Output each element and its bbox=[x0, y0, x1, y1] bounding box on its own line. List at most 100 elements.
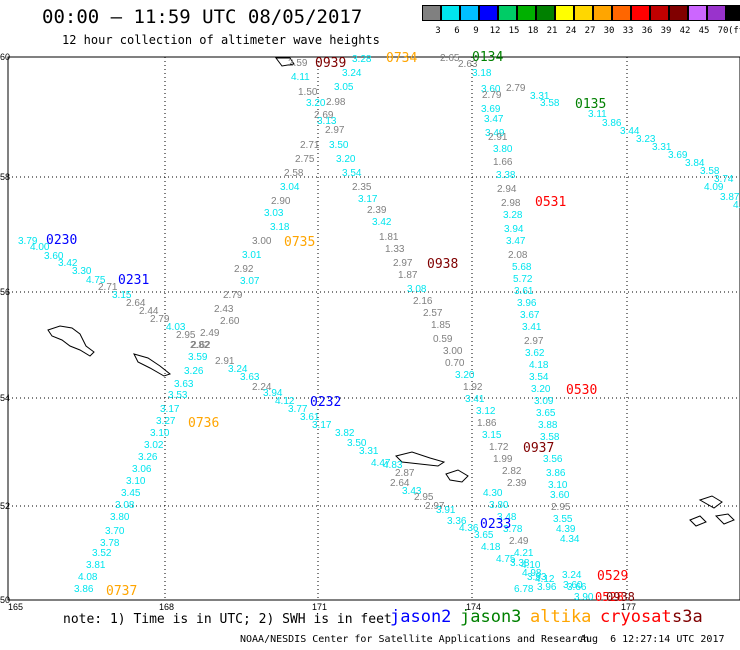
track-value-label: 4.30 bbox=[483, 488, 503, 499]
track-value-label: 3.41 bbox=[522, 322, 542, 333]
track-value-label: 2.87 bbox=[395, 468, 415, 479]
track-value-label: 5.72 bbox=[513, 274, 533, 285]
track-value-label: 3.03 bbox=[264, 208, 284, 219]
track-value-label: 3.08 bbox=[407, 284, 427, 295]
track-value-label: 3.47 bbox=[484, 114, 504, 125]
track-value-label: 2.92 bbox=[234, 264, 254, 275]
colorbar-label: 33 bbox=[622, 26, 634, 36]
track-value-label: 3.04 bbox=[280, 182, 300, 193]
track-value-label: 2.39 bbox=[367, 205, 387, 216]
landmasses bbox=[47, 57, 735, 527]
track-value-label: 4.21 bbox=[514, 548, 534, 559]
track-value-label: 3.63 bbox=[174, 379, 194, 390]
colorbar-label: 27 bbox=[584, 26, 596, 36]
track-value-label: 2.58 bbox=[284, 168, 304, 179]
track-value-label: 3.79 bbox=[18, 236, 38, 247]
track-value-label: 0.70 bbox=[445, 358, 465, 369]
colorbar-swatch bbox=[460, 5, 479, 21]
track-value-label: 2.91 bbox=[488, 132, 508, 143]
track-value-label: 3.87 bbox=[720, 192, 740, 203]
track-time-label: 0735 bbox=[284, 235, 315, 250]
track-value-label: 2.97 bbox=[425, 501, 445, 512]
lat-lon-grid bbox=[7, 56, 740, 601]
track-value-label: 3.63 bbox=[240, 372, 260, 383]
track-value-label: 2.49 bbox=[509, 536, 529, 547]
track-value-label: 3.62 bbox=[525, 348, 545, 359]
track-time-labels: 0939 0734 0134 0135 0531 0530 0938 0937 0230 0231… bbox=[46, 50, 635, 604]
lon-tick-label: 177 bbox=[621, 602, 636, 612]
track-value-label: 3.28 bbox=[352, 54, 372, 65]
track-value-label: 3.15 bbox=[482, 430, 502, 441]
track-value-label: 3.61 bbox=[300, 412, 320, 423]
lon-tick-label: 174 bbox=[466, 602, 481, 612]
track-value-label: 3.10 bbox=[150, 428, 170, 439]
track-value-label: 2.94 bbox=[497, 184, 517, 195]
track-value-label: 3.38 bbox=[496, 170, 516, 181]
track-value-label: 3.91 bbox=[436, 505, 456, 516]
track-value-label: 2.97 bbox=[325, 125, 345, 136]
map-title: 00:00 – 11:59 UTC 08/05/2017 bbox=[42, 6, 363, 28]
colorbar-label: 24 bbox=[565, 26, 577, 36]
colorbar-swatch bbox=[479, 5, 498, 21]
track-value-label: 3.17 bbox=[358, 194, 378, 205]
track-value-label: 2.82 bbox=[502, 466, 522, 477]
footer-note: note: 1) Time is in UTC; 2) SWH is in fe… bbox=[63, 612, 392, 627]
track-value-label: 2.39 bbox=[507, 478, 527, 489]
track-value-label: 2.57 bbox=[423, 308, 443, 319]
track-value-label: 3.30 bbox=[72, 266, 92, 277]
track-value-label: 2.82 bbox=[190, 340, 210, 351]
track-value-label: 3.05 bbox=[334, 82, 354, 93]
track-value-label: 1.66 bbox=[493, 157, 513, 168]
track-value-label: 2.95 bbox=[551, 502, 571, 513]
colorbar-swatch bbox=[441, 5, 460, 21]
track-value-label: 3.36 bbox=[447, 516, 467, 527]
colorbar-label: 12 bbox=[489, 26, 501, 36]
track-value-label: 3.58 bbox=[540, 432, 560, 443]
track-value-label: 3.18 bbox=[270, 222, 290, 233]
track-value-label: 3.80 bbox=[493, 144, 513, 155]
satellite-legend-item: jason3 bbox=[460, 607, 522, 627]
track-value-label: 4.18 bbox=[481, 542, 501, 553]
track-time-label: 0230 bbox=[46, 233, 77, 248]
track-value-label: 3.31 bbox=[652, 142, 672, 153]
colorbar-label: 45 bbox=[698, 26, 710, 36]
track-value-label: 3.86 bbox=[74, 584, 94, 595]
colorbar-swatch bbox=[726, 5, 740, 21]
colorbar-swatch bbox=[422, 5, 441, 21]
track-value-label: 4.09 bbox=[704, 182, 724, 193]
track-value-label: 4.08 bbox=[78, 572, 98, 583]
track-value-label: 3.86 bbox=[602, 118, 622, 129]
axis-labels: 165 168 171 174 177 60 58 56 54 52 50 bbox=[0, 52, 636, 612]
track-value-label: 3.20 bbox=[306, 98, 326, 109]
track-time-label: 0938 bbox=[427, 257, 458, 272]
track-value-label: 3.78 bbox=[503, 524, 523, 535]
track-value-label: 4.39 bbox=[556, 524, 576, 535]
track-value-label: 3.17 bbox=[312, 420, 332, 431]
colorbar-swatch bbox=[555, 5, 574, 21]
track-value-label: 3.67 bbox=[520, 310, 540, 321]
track-value-label: 2.97 bbox=[524, 336, 544, 347]
track-value-label: 4.00 bbox=[30, 242, 50, 253]
track-value-label: 1.72 bbox=[489, 442, 509, 453]
track-value-label: 2.95 bbox=[414, 492, 434, 503]
track-value-label: 4.36 bbox=[459, 523, 479, 534]
track-value-label: 2.79 bbox=[150, 314, 170, 325]
track-value-label: 2.08 bbox=[508, 250, 528, 261]
track-value-label: 3.94 bbox=[263, 388, 283, 399]
track-value-label: 3.38 bbox=[510, 558, 530, 569]
track-value-label: 3.11 bbox=[588, 109, 607, 120]
track-time-label: 0135 bbox=[575, 97, 606, 112]
track-value-label: 3.31 bbox=[359, 446, 379, 457]
track-value-label: 3.27 bbox=[156, 416, 176, 427]
track-time-label: 0531 bbox=[535, 195, 566, 210]
track-value-label: 2.16 bbox=[413, 296, 433, 307]
colorbar-swatch bbox=[498, 5, 517, 21]
track-value-label: 1.33 bbox=[385, 244, 405, 255]
track-time-label: 0736 bbox=[188, 416, 219, 431]
colorbar-label: 3 bbox=[435, 26, 441, 36]
map-subtitle: 12 hour collection of altimeter wave hei… bbox=[62, 33, 380, 47]
timestamp-text: Aug 6 12:27:14 UTC 2017 bbox=[580, 634, 725, 645]
track-value-label: 4.11 bbox=[291, 72, 310, 83]
track-value-label: 3.20 bbox=[455, 370, 475, 381]
track-time-label: 0939 bbox=[315, 56, 346, 71]
